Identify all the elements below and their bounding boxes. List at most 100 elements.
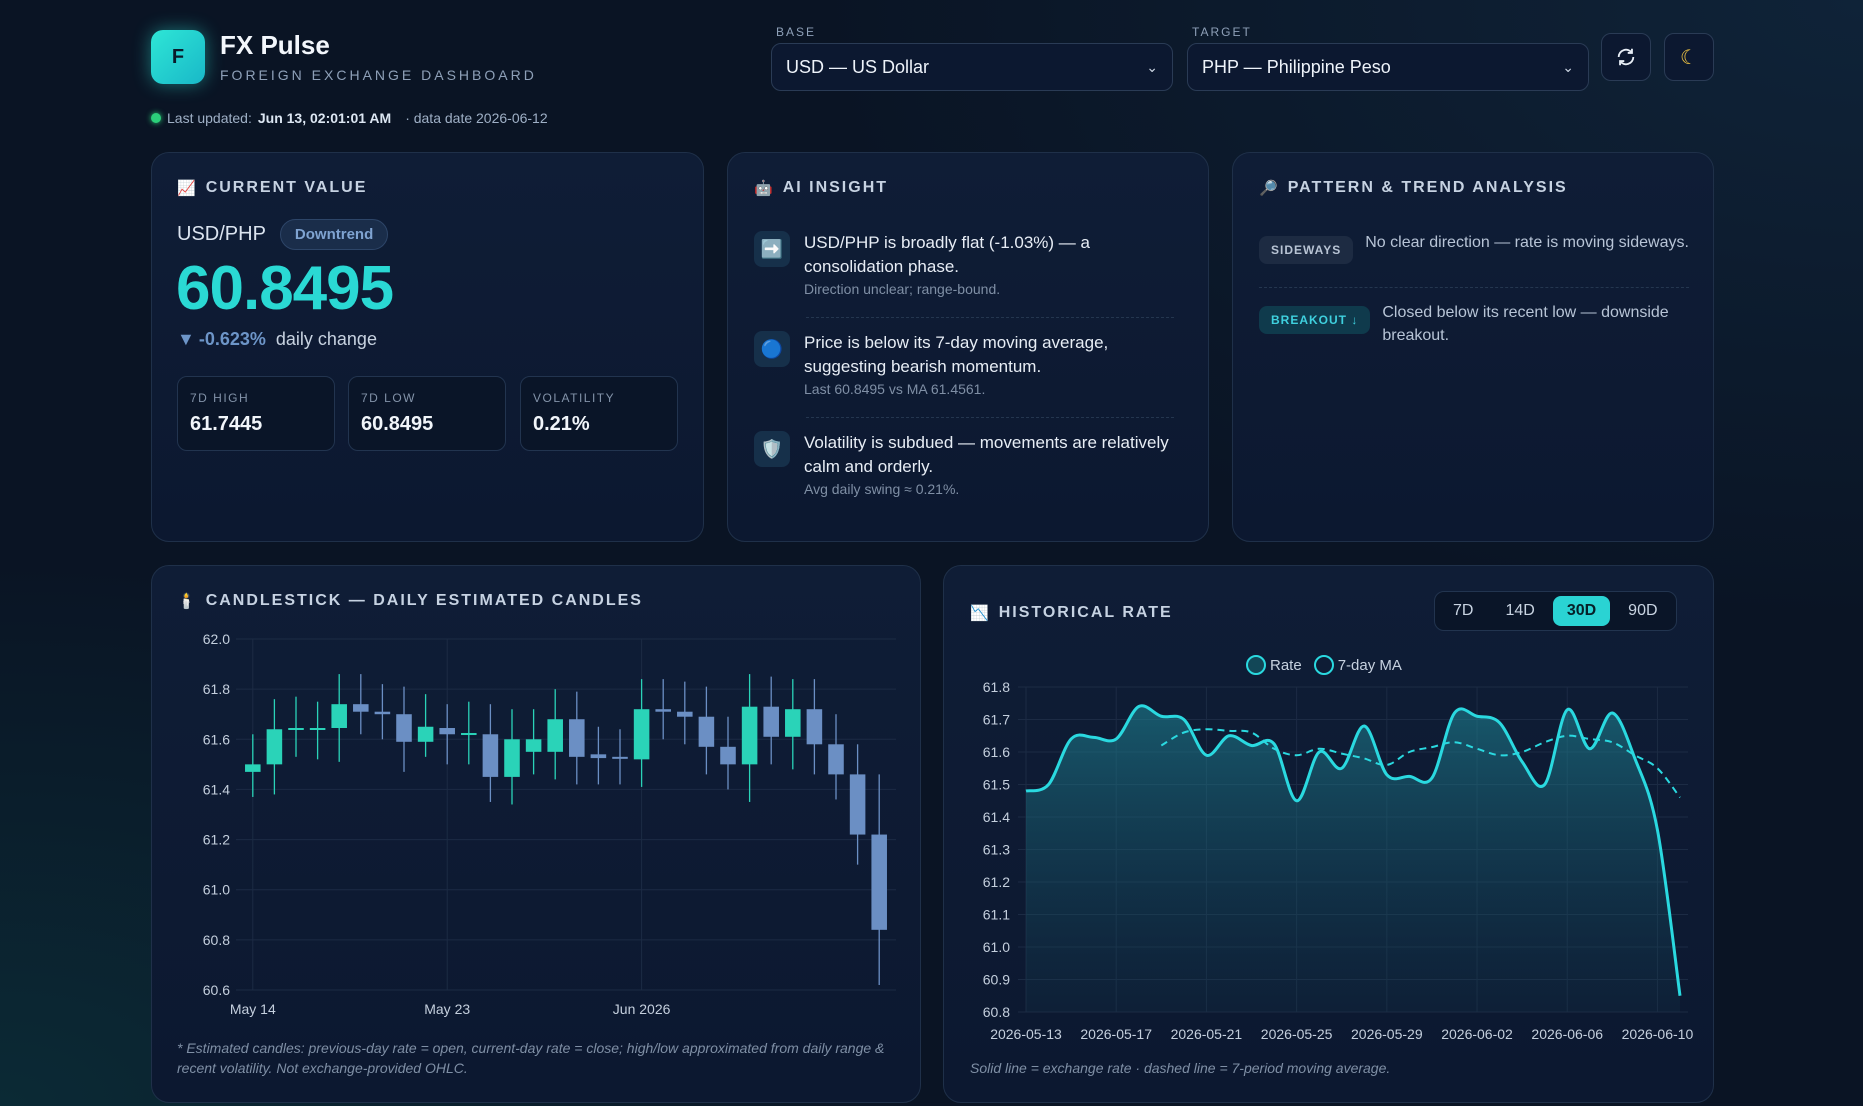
divider [806,417,1174,418]
historical-line-chart: 61.8 61.7 61.6 61.5 61.4 61.3 61.2 61.1 61.0 60.9… [983,679,1694,1042]
candle-body [763,706,779,737]
y-tick-label: 61.1 [983,907,1010,923]
candle [569,691,585,785]
stat-label: 7D LOW [361,391,417,405]
candle [417,694,434,757]
candle [288,696,304,757]
candle [504,709,520,805]
candle-body [720,746,736,765]
app-title: FX Pulse [220,30,330,60]
y-tick-label: 61.4 [203,781,230,797]
historical-title-text: HISTORICAL RATE [998,604,1173,621]
arrow-right-icon: ➡️ [754,231,790,267]
chart-legend: Rate 7-day MA [1246,655,1402,675]
candle-body [806,709,823,745]
divider [806,317,1174,318]
y-tick-label: 60.8 [203,932,230,948]
candle-body [309,728,326,731]
shield-icon: 🛡️ [754,431,790,467]
candle-body [266,729,283,765]
current-value-card: 📈 CURRENT VALUE USD/PHP Downtrend 60.849… [151,152,704,542]
data-date: · data date 2026-06-12 [405,110,548,126]
chevron-down-icon: ⌄ [1562,58,1574,75]
insight-sub: Avg daily swing ≈ 0.21%. [804,481,960,497]
y-tick-label: 61.0 [983,939,1010,955]
theme-toggle-button[interactable]: ☾ [1664,33,1714,81]
y-tick-label: 61.0 [203,882,230,898]
candle-body [612,756,628,759]
pattern-title-text: PATTERN & TREND ANALYSIS [1287,179,1568,196]
pattern-text: No clear direction — rate is moving side… [1365,234,1689,251]
range-tabs: 7D 14D 30D 90D [1434,591,1677,631]
candle-body [785,709,801,737]
daily-change-label: daily change [275,329,377,349]
target-currency-select[interactable]: PHP — Philippine Peso ⌄ [1187,43,1589,91]
candle-body [245,764,261,772]
moon-icon: ☾ [1680,46,1698,69]
rate-line [1025,704,1682,996]
stat-label: VOLATILITY [533,391,616,405]
candlestick-title-text: CANDLESTICK — DAILY ESTIMATED CANDLES [205,592,643,609]
candle [266,699,283,795]
y-tick-label: 60.8 [983,1004,1010,1020]
chart-down-icon: 📉 [970,605,991,622]
candle [763,676,779,765]
candle-body [677,711,693,717]
pattern-item: SIDEWAYS No clear direction — rate is mo… [1259,231,1689,264]
candle-body [288,728,304,731]
candle-body [525,739,542,752]
ai-insight-title: 🤖 AI INSIGHT [754,179,888,197]
candle-body [633,709,650,760]
ai-insight-title-text: AI INSIGHT [782,179,889,196]
candle-body [871,834,887,930]
x-tick-label: 2026-05-17 [1080,1026,1152,1042]
historical-note: Solid line = exchange rate · dashed line… [970,1060,1391,1076]
candle-body [374,711,391,715]
currency-pair: USD/PHP [177,223,266,245]
x-tick-label: 2026-05-21 [1171,1026,1243,1042]
candlestick-card: 🕯️ CANDLESTICK — DAILY ESTIMATED CANDLES… [151,565,921,1103]
stat-value: 0.21% [533,413,590,435]
base-currency-select[interactable]: USD — US Dollar ⌄ [771,43,1173,91]
pattern-text: Closed below its recent low — downside b… [1382,304,1669,344]
stat-7d-high: 7D HIGH 61.7445 [177,376,335,451]
candle-body [396,714,412,742]
pattern-tag: BREAKOUT ↓ [1259,306,1371,334]
candle [461,701,477,765]
status-dot-icon [151,113,161,123]
candle-body [569,719,585,757]
candle [374,684,391,740]
candle [439,704,455,765]
base-label: BASE [776,25,817,39]
target-label: TARGET [1192,25,1252,39]
candle [806,679,823,775]
y-tick-label: 61.6 [983,744,1010,760]
refresh-button[interactable] [1601,33,1651,81]
insight-main: Volatility is subdued — movements are re… [804,433,1169,476]
tab-30d[interactable]: 30D [1552,596,1611,626]
candle-body [698,716,715,747]
candle-body [504,739,520,777]
legend-rate[interactable]: Rate [1246,655,1302,675]
insight-sub: Last 60.8495 vs MA 61.4561. [804,381,986,397]
x-tick-label: 2026-06-10 [1622,1026,1694,1042]
insight-main: Price is below its 7-day moving average,… [804,333,1109,376]
legend-ma[interactable]: 7-day MA [1313,655,1402,675]
pattern-item: BREAKOUT ↓ Closed below its recent low —… [1259,301,1689,347]
y-tick-label: 61.7 [983,712,1010,728]
candle-body [741,706,758,765]
insight-item: 🔵 Price is below its 7-day moving averag… [754,331,1174,397]
stat-value: 60.8495 [361,413,434,435]
tab-14d[interactable]: 14D [1505,602,1535,619]
candle [331,674,347,762]
candle-body [331,704,347,729]
y-tick-label: 61.6 [203,731,230,747]
x-tick-label: Jun 2026 [613,1001,671,1017]
y-tick-label: 60.6 [203,982,230,998]
tab-90d[interactable]: 90D [1628,602,1658,619]
pattern-tag: SIDEWAYS [1259,236,1354,264]
tab-7d[interactable]: 7D [1453,602,1474,619]
y-tick-label: 61.3 [983,842,1010,858]
candle [698,686,715,775]
y-tick-label: 62.0 [203,631,230,647]
